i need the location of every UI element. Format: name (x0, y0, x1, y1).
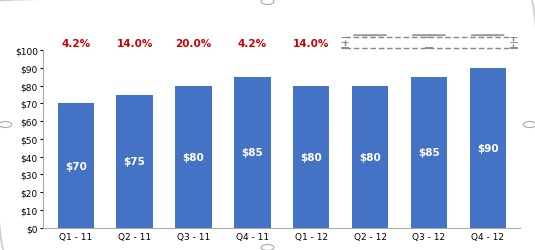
Text: $80: $80 (300, 152, 322, 162)
Bar (293, 86, 330, 228)
Text: 14.0%: 14.0% (117, 38, 153, 48)
Text: 20.0%: 20.0% (175, 38, 212, 48)
Text: 14.0%: 14.0% (411, 38, 447, 48)
Text: 14.0%: 14.0% (293, 38, 330, 48)
Bar (470, 69, 506, 228)
Text: $90: $90 (477, 143, 499, 153)
Text: 4.2%: 4.2% (61, 38, 90, 48)
FancyBboxPatch shape (345, 38, 513, 48)
Text: 4.2%: 4.2% (238, 38, 267, 48)
Text: $75: $75 (124, 156, 146, 166)
Bar (58, 104, 94, 228)
Text: $70: $70 (65, 161, 87, 171)
Bar (352, 86, 388, 228)
Text: $85: $85 (418, 148, 440, 158)
Bar (411, 78, 447, 228)
Text: 20.0%: 20.0% (352, 38, 388, 48)
Bar (117, 95, 153, 228)
Bar (175, 86, 212, 228)
Text: $80: $80 (182, 152, 204, 162)
Text: 20.0%: 20.0% (470, 38, 506, 48)
Text: $80: $80 (359, 152, 381, 162)
Text: $85: $85 (241, 148, 263, 158)
Bar (234, 78, 271, 228)
